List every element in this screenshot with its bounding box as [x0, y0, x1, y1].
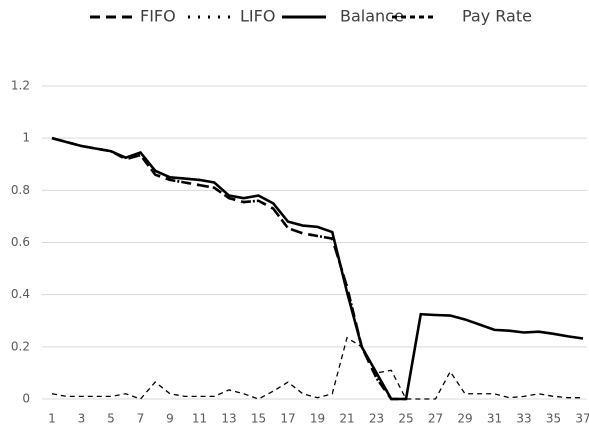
x-tick-label: 25	[398, 412, 413, 426]
y-tick-label: 1	[22, 131, 30, 145]
x-tick-label: 11	[192, 412, 207, 426]
y-tick-label: 0.8	[11, 183, 30, 197]
x-tick-label: 35	[546, 412, 561, 426]
line-series	[51, 136, 584, 401]
y-tick-label: 0.6	[11, 235, 30, 249]
line-series	[51, 136, 406, 401]
x-tick-label: 21	[339, 412, 354, 426]
x-tick-label: 29	[457, 412, 472, 426]
line-series	[51, 136, 406, 401]
x-tick-label: 15	[251, 412, 266, 426]
x-tick-label: 1	[48, 412, 56, 426]
x-tick-label: 23	[369, 412, 384, 426]
x-tick-label: 17	[280, 412, 295, 426]
y-tick-label: 0.4	[11, 287, 30, 301]
x-tick-label: 13	[221, 412, 236, 426]
y-tick-label: 0	[22, 392, 30, 406]
x-tick-label: 5	[107, 412, 115, 426]
x-tick-label: 33	[516, 412, 531, 426]
x-tick-label: 31	[487, 412, 502, 426]
x-tick-label: 27	[428, 412, 443, 426]
x-tick-label: 19	[310, 412, 325, 426]
x-tick-label: 37	[575, 412, 589, 426]
line-series	[51, 336, 583, 400]
legend-label: Balance	[340, 7, 404, 26]
x-tick-label: 3	[78, 412, 86, 426]
y-tick-label: 0.2	[11, 339, 30, 353]
legend-label: Pay Rate	[462, 7, 532, 26]
y-tick-label: 1.2	[11, 79, 30, 93]
legend-label: FIFO	[140, 7, 176, 26]
x-tick-label: 9	[166, 412, 174, 426]
x-tick-label: 7	[137, 412, 145, 426]
legend-label: LIFO	[240, 7, 275, 26]
